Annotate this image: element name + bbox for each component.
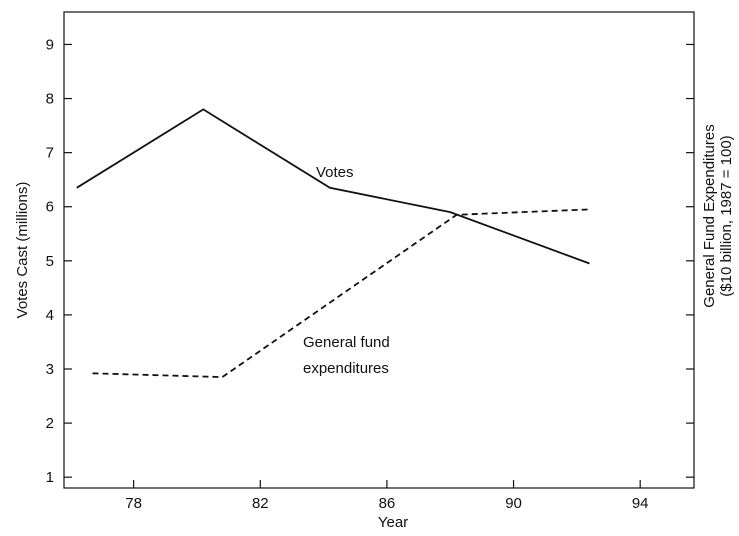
plot-frame [63, 11, 695, 489]
annotation-general-fund: General fund [303, 334, 390, 351]
series-layer [76, 108, 590, 379]
y-axis-label: Votes Cast (millions) [14, 182, 31, 319]
y-tick-label: 2 [46, 415, 54, 432]
y-tick-label: 1 [46, 469, 54, 486]
annotation-expenditures: expenditures [303, 360, 389, 377]
x-tick-label: 86 [379, 495, 396, 512]
y-tick-label: 7 [46, 145, 54, 162]
x-tick-label: 82 [252, 495, 269, 512]
y-tick-label: 3 [46, 361, 54, 378]
y-tick-label: 5 [46, 253, 54, 270]
y-tick-label: 4 [46, 307, 54, 324]
y-axis-ticks: 1 2 3 4 5 6 7 8 9 [46, 36, 72, 486]
y-tick-label: 6 [46, 199, 54, 216]
y-tick-label: 9 [46, 36, 54, 53]
x-tick-label: 94 [632, 495, 649, 512]
annotation-votes: Votes [316, 164, 354, 181]
right-axis-label-line1: General Fund Expenditures [701, 124, 718, 307]
x-axis-ticks: 78 82 86 90 94 [125, 480, 649, 512]
x-tick-label: 90 [505, 495, 522, 512]
expenditures-series-line [92, 208, 590, 379]
votes-series-line [76, 108, 590, 265]
right-axis-ticks [686, 43, 694, 478]
y-tick-label: 8 [46, 91, 54, 108]
x-axis-label: Year [378, 514, 408, 531]
right-axis-label-line2: ($10 billion, 1987 = 100) [718, 135, 735, 296]
x-tick-label: 78 [125, 495, 142, 512]
